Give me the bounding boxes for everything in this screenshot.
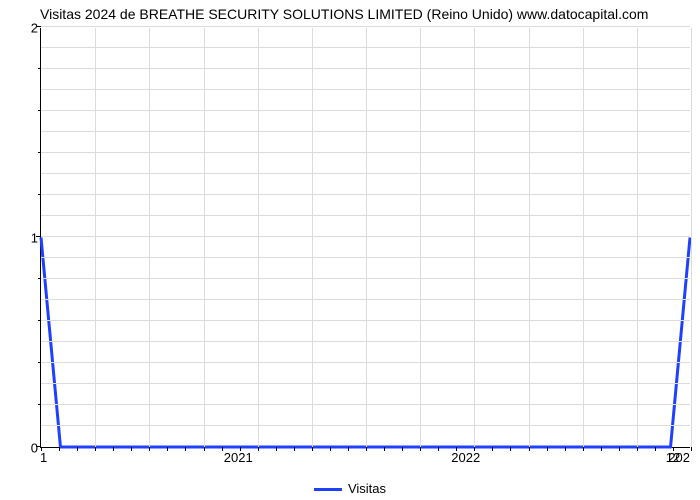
x-minor-tick [565, 447, 566, 451]
x-minor-tick [492, 447, 493, 451]
chart-container: Visitas 2024 de BREATHE SECURITY SOLUTIO… [0, 0, 700, 500]
y-minor-tick [38, 320, 41, 321]
x-minor-tick [294, 447, 295, 451]
grid-line-v [529, 28, 530, 447]
grid-line-v [149, 28, 150, 447]
y-minor-tick [38, 68, 41, 69]
y-tick-label: 0 [8, 441, 38, 456]
y-minor-tick [38, 362, 41, 363]
x-minor-tick [547, 447, 548, 451]
x-minor-tick [438, 447, 439, 451]
x-tick-label: 1 [40, 450, 47, 465]
y-tick-label: 2 [8, 21, 38, 36]
grid-line-v [474, 28, 475, 447]
x-minor-tick [113, 447, 114, 451]
x-tick-label: 2021 [224, 450, 253, 465]
x-minor-tick [402, 447, 403, 451]
x-minor-tick [348, 447, 349, 451]
grid-line-v [637, 28, 638, 447]
grid-line-v [420, 28, 421, 447]
x-minor-tick [131, 447, 132, 451]
x-minor-tick [366, 447, 367, 451]
x-minor-tick [204, 447, 205, 451]
y-minor-tick [38, 152, 41, 153]
y-minor-tick [38, 194, 41, 195]
x-minor-tick [95, 447, 96, 451]
y-tick-label: 1 [8, 231, 38, 246]
grid-line-v [583, 28, 584, 447]
x-minor-tick [149, 447, 150, 451]
x-minor-tick [384, 447, 385, 451]
x-minor-tick [330, 447, 331, 451]
legend-label: Visitas [348, 481, 386, 496]
legend: Visitas [0, 481, 700, 496]
x-minor-tick [601, 447, 602, 451]
grid-line-h [41, 26, 690, 27]
x-minor-tick [619, 447, 620, 451]
y-minor-tick [38, 404, 41, 405]
x-minor-tick [510, 447, 511, 451]
plot-area [40, 28, 690, 448]
chart-title: Visitas 2024 de BREATHE SECURITY SOLUTIO… [40, 6, 690, 22]
x-minor-tick [583, 447, 584, 451]
x-minor-tick [167, 447, 168, 451]
grid-line-v [258, 28, 259, 447]
x-tick-label: 2022 [451, 450, 480, 465]
x-minor-tick [59, 447, 60, 451]
x-minor-tick [258, 447, 259, 451]
x-minor-tick [222, 447, 223, 451]
y-minor-tick [38, 110, 41, 111]
x-minor-tick [529, 447, 530, 451]
y-minor-tick [38, 278, 41, 279]
legend-swatch [314, 488, 342, 491]
grid-line-v [204, 28, 205, 447]
grid-line-v [691, 28, 692, 447]
grid-line-v [366, 28, 367, 447]
x-minor-tick [637, 447, 638, 451]
grid-line-v [312, 28, 313, 447]
x-minor-tick [312, 447, 313, 451]
x-minor-tick [655, 447, 656, 451]
x-minor-tick [185, 447, 186, 451]
grid-line-v [95, 28, 96, 447]
x-tick-label: 202 [668, 450, 690, 465]
x-minor-tick [691, 447, 692, 451]
x-minor-tick [420, 447, 421, 451]
x-minor-tick [77, 447, 78, 451]
x-minor-tick [276, 447, 277, 451]
